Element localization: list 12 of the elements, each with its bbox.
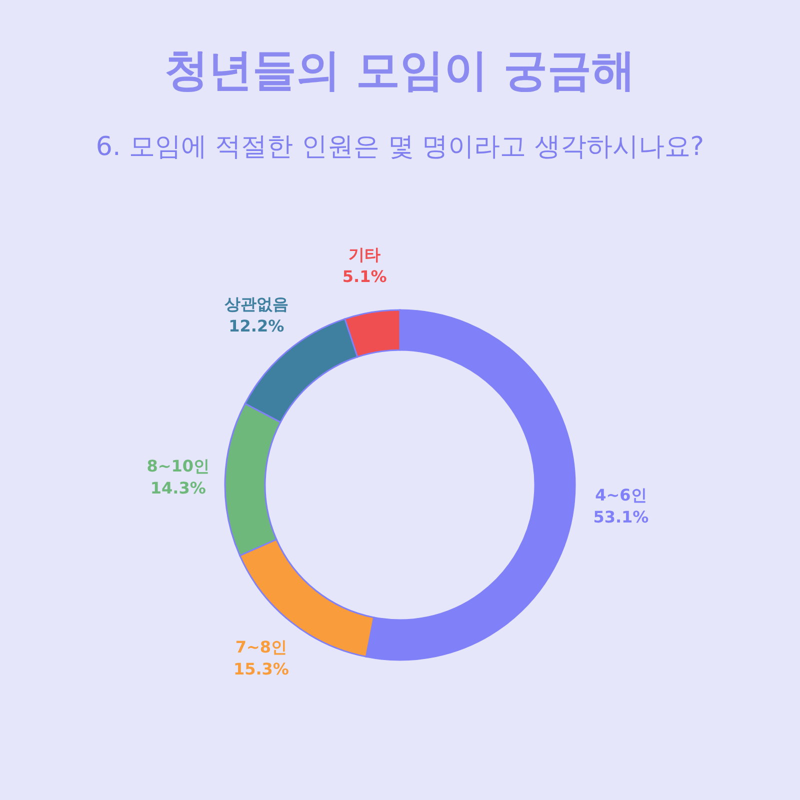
- slice-label: 상관없음: [224, 294, 288, 314]
- chart-subtitle: 6. 모임에 적절한 인원은 몇 명이라고 생각하시나요?: [96, 132, 704, 162]
- data-label: 14.3%: [150, 478, 206, 498]
- chart-title: 청년들의 모임이 궁금해: [164, 45, 636, 96]
- slice-label: 7~8인: [235, 637, 288, 656]
- data-label: 12.2%: [228, 316, 284, 336]
- data-label: 53.1%: [593, 508, 649, 527]
- slice-label: 4~6인: [595, 486, 647, 505]
- slice-label: 기타: [348, 244, 381, 264]
- slice-label: 8~10인: [146, 456, 210, 476]
- data-label: 15.3%: [233, 659, 289, 678]
- data-label: 5.1%: [342, 266, 387, 286]
